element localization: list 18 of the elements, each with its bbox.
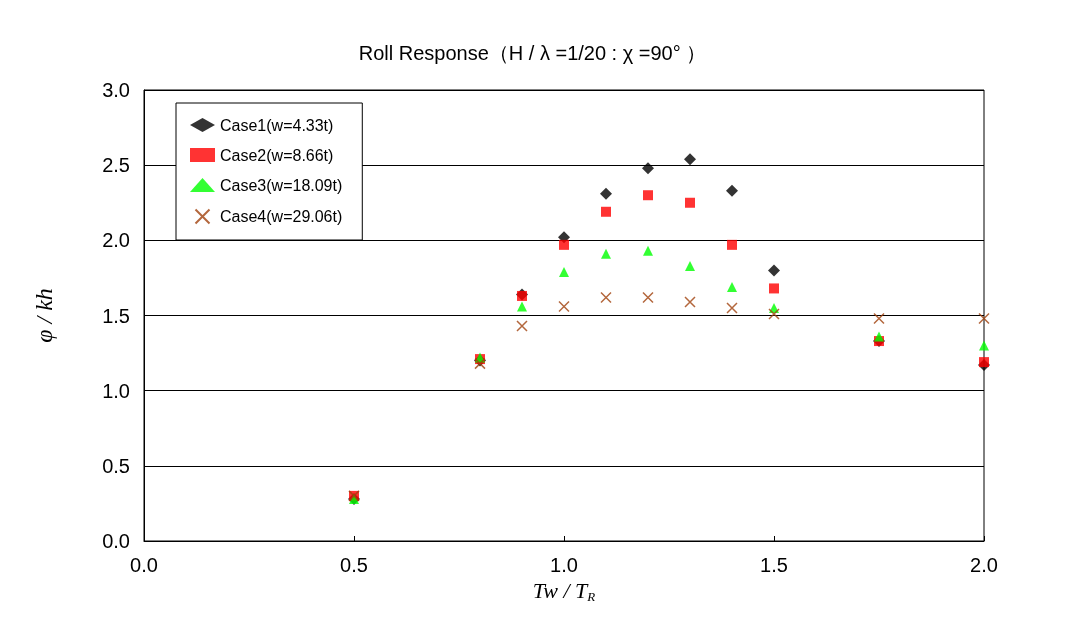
legend-label: Case3(w=18.09t) — [220, 176, 343, 194]
x-tick-label: 1.0 — [550, 554, 578, 576]
x-tick-label: 1.5 — [760, 554, 788, 576]
y-tick-label: 2.0 — [102, 229, 130, 252]
y-tick-label: 2.5 — [102, 154, 130, 177]
legend-label: Case4(w=29.06t) — [220, 208, 343, 225]
x-tick-label: 0.5 — [340, 554, 368, 576]
y-tick-label: 0.5 — [102, 454, 130, 477]
y-tick-label: 1.0 — [102, 379, 130, 402]
y-tick-label: 3.0 — [102, 79, 130, 101]
chart-title: Roll Response（H / λ =1/20 : χ =90° ） — [358, 42, 707, 64]
x-tick-label: 2.0 — [970, 554, 998, 576]
y-axis-title: φ / kh — [31, 288, 57, 343]
x-tick-label: 0.0 — [130, 554, 158, 576]
y-tick-label: 1.5 — [102, 304, 130, 327]
legend-label: Case2(w=8.66t) — [220, 146, 334, 164]
legend-label: Case1(w=4.33t) — [220, 116, 334, 134]
y-tick-label: 0.0 — [102, 530, 130, 552]
